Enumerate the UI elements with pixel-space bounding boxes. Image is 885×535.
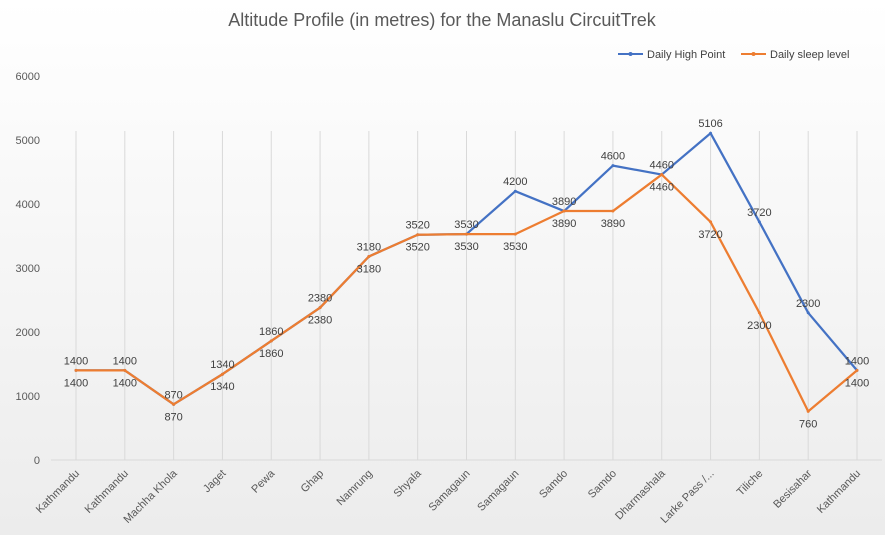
data-label: 4600 <box>601 151 625 163</box>
data-point <box>513 232 517 236</box>
data-label: 870 <box>164 411 182 423</box>
data-label: 4200 <box>503 176 527 188</box>
data-label: 3180 <box>357 263 381 275</box>
data-label: 1400 <box>113 377 137 389</box>
data-point <box>806 311 810 315</box>
data-point <box>74 368 78 372</box>
data-point <box>757 311 761 315</box>
data-label: 3890 <box>552 218 576 230</box>
legend-label: Daily High Point <box>647 49 725 61</box>
data-label: 3720 <box>747 207 771 219</box>
data-label: 3520 <box>405 220 429 232</box>
data-label: 1400 <box>845 355 869 367</box>
data-point <box>709 131 713 135</box>
data-point <box>611 164 615 168</box>
chart-title: Altitude Profile (in metres) for the Man… <box>228 10 656 30</box>
data-label: 3530 <box>454 219 478 231</box>
data-label: 2380 <box>308 293 332 305</box>
data-point <box>318 306 322 310</box>
y-tick-label: 2000 <box>16 327 40 339</box>
data-label: 3890 <box>601 218 625 230</box>
y-tick-label: 3000 <box>16 263 40 275</box>
data-label: 1340 <box>210 359 234 371</box>
data-point <box>757 220 761 224</box>
data-label: 1860 <box>259 326 283 338</box>
data-label: 5106 <box>698 118 722 130</box>
data-point <box>367 254 371 258</box>
data-label: 2300 <box>747 320 771 332</box>
data-point <box>220 372 224 376</box>
legend-label: Daily sleep level <box>770 49 849 61</box>
y-tick-label: 0 <box>34 455 40 467</box>
data-label: 2380 <box>308 315 332 327</box>
legend-marker-dot <box>628 52 633 56</box>
data-label: 760 <box>799 418 817 430</box>
data-point <box>709 220 713 224</box>
data-point <box>562 209 566 213</box>
data-point <box>855 368 859 372</box>
data-point <box>123 368 127 372</box>
data-label: 3720 <box>698 229 722 241</box>
data-point <box>416 233 420 237</box>
data-point <box>806 409 810 413</box>
data-label: 1400 <box>845 377 869 389</box>
data-label: 1860 <box>259 348 283 360</box>
data-label: 2300 <box>796 298 820 310</box>
data-label: 3180 <box>357 241 381 253</box>
data-point <box>465 232 468 236</box>
data-label: 1400 <box>113 355 137 367</box>
data-point <box>513 189 517 193</box>
data-label: 3530 <box>503 241 527 253</box>
data-label: 870 <box>164 389 182 401</box>
data-point <box>269 339 273 343</box>
data-point <box>611 209 615 213</box>
data-label: 1340 <box>210 381 234 393</box>
data-label: 3520 <box>405 242 429 254</box>
y-tick-label: 1000 <box>16 391 40 403</box>
y-tick-label: 5000 <box>16 135 40 147</box>
y-tick-label: 4000 <box>16 199 40 211</box>
data-point <box>660 173 664 177</box>
data-label: 3890 <box>552 196 576 208</box>
data-label: 4460 <box>650 160 674 172</box>
data-label: 1400 <box>64 377 88 389</box>
data-label: 1400 <box>64 355 88 367</box>
legend-marker-dot <box>751 52 756 56</box>
y-tick-label: 6000 <box>16 71 40 83</box>
data-label: 4460 <box>650 182 674 194</box>
data-label: 3530 <box>454 241 478 253</box>
data-point <box>172 402 176 406</box>
